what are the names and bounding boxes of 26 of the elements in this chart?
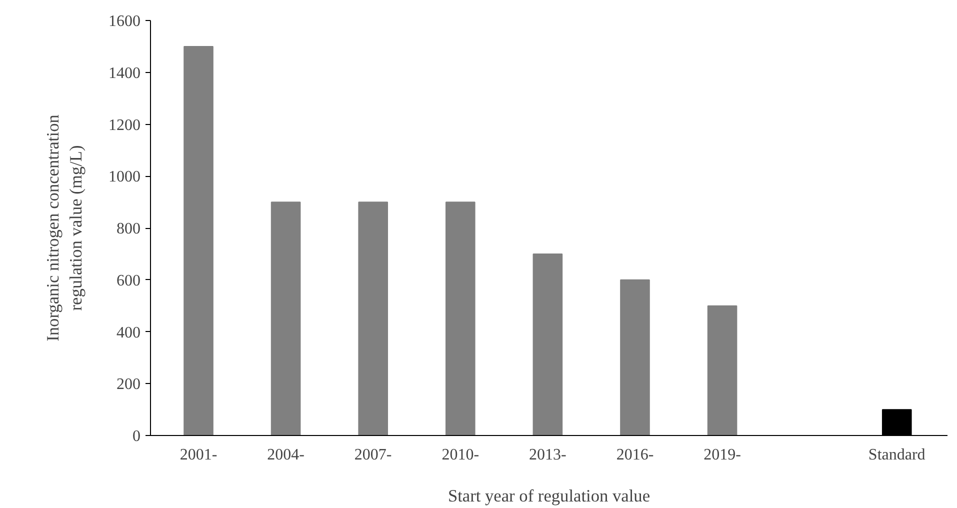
x-tick-label: 2010- [442, 446, 480, 464]
bar [184, 46, 214, 436]
bar [270, 202, 301, 436]
bar [358, 202, 388, 436]
bar [707, 305, 738, 436]
y-axis-title: Inorganic nitrogen concentration regulation value (mg/L) [44, 114, 86, 342]
y-tick-label: 1000 [108, 168, 140, 186]
y-tick-label: 600 [116, 272, 140, 290]
x-axis-title: Start year of regulation value [448, 486, 650, 506]
x-tick-label: 2016- [616, 446, 654, 464]
y-tick-label: 1200 [108, 116, 140, 134]
y-tick-label: 0 [132, 428, 140, 445]
x-tick-label: Standard [868, 446, 926, 464]
bar [532, 253, 563, 436]
x-tick-label: 2004- [267, 446, 304, 464]
y-tick-label: 1600 [108, 13, 140, 30]
y-tick-label: 200 [116, 376, 140, 394]
bar [445, 202, 476, 436]
x-tick-label: 2001- [180, 446, 218, 464]
x-tick-label: 2019- [704, 446, 741, 464]
y-tick-label: 400 [116, 324, 140, 342]
y-tick-label: 800 [116, 220, 140, 238]
x-tick-label: 2013- [529, 446, 566, 464]
y-tick-label: 1400 [108, 64, 140, 82]
bar [620, 279, 650, 436]
x-tick-label: 2007- [354, 446, 392, 464]
